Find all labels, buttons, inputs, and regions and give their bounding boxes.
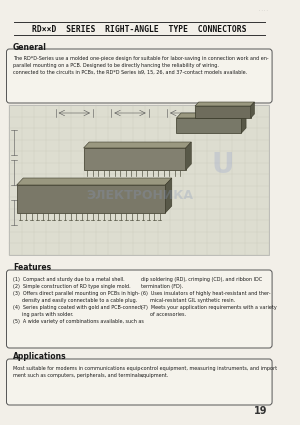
Text: Applications: Applications	[13, 352, 67, 361]
Polygon shape	[17, 178, 172, 185]
FancyBboxPatch shape	[7, 359, 272, 405]
Text: . . . .: . . . .	[259, 8, 267, 12]
Text: (1)  Compact and sturdy due to a metal shell.
(2)  Simple construction of RD typ: (1) Compact and sturdy due to a metal sh…	[13, 277, 144, 324]
FancyBboxPatch shape	[7, 49, 272, 103]
Text: Features: Features	[13, 263, 51, 272]
Text: 19: 19	[254, 406, 267, 416]
Polygon shape	[242, 113, 246, 133]
Polygon shape	[186, 142, 191, 170]
Text: U: U	[212, 151, 234, 179]
Text: suitable for labor-saving in connection work and en-
hancing the reliability of : suitable for labor-saving in connection …	[141, 56, 269, 75]
Text: RD××D  SERIES  RIGHT-ANGLE  TYPE  CONNECTORS: RD××D SERIES RIGHT-ANGLE TYPE CONNECTORS	[32, 25, 247, 34]
Text: General: General	[13, 43, 47, 52]
Polygon shape	[176, 113, 246, 118]
Polygon shape	[84, 142, 191, 148]
Text: control equipment, measuring instruments, and import
equipment.: control equipment, measuring instruments…	[141, 366, 277, 378]
Polygon shape	[165, 178, 172, 213]
Polygon shape	[251, 102, 254, 118]
Text: Most suitable for modems in communications equip-
ment such as computers, periph: Most suitable for modems in communicatio…	[13, 366, 143, 378]
Bar	[176, 118, 242, 133]
FancyBboxPatch shape	[7, 270, 272, 348]
Text: dip soldering (RD), crimping (CD), and ribbon IDC
termination (FD).
(6)  Uses in: dip soldering (RD), crimping (CD), and r…	[141, 277, 277, 317]
Bar	[84, 148, 186, 170]
Polygon shape	[195, 102, 254, 106]
Text: ЭЛЕКТРОНИКА: ЭЛЕКТРОНИКА	[86, 189, 193, 201]
Text: The RD*D-Series use a molded one-piece design for
parallel mounting on a PCB. De: The RD*D-Series use a molded one-piece d…	[13, 56, 142, 75]
Bar	[9, 105, 269, 255]
Bar	[195, 106, 251, 118]
Bar	[17, 185, 165, 213]
